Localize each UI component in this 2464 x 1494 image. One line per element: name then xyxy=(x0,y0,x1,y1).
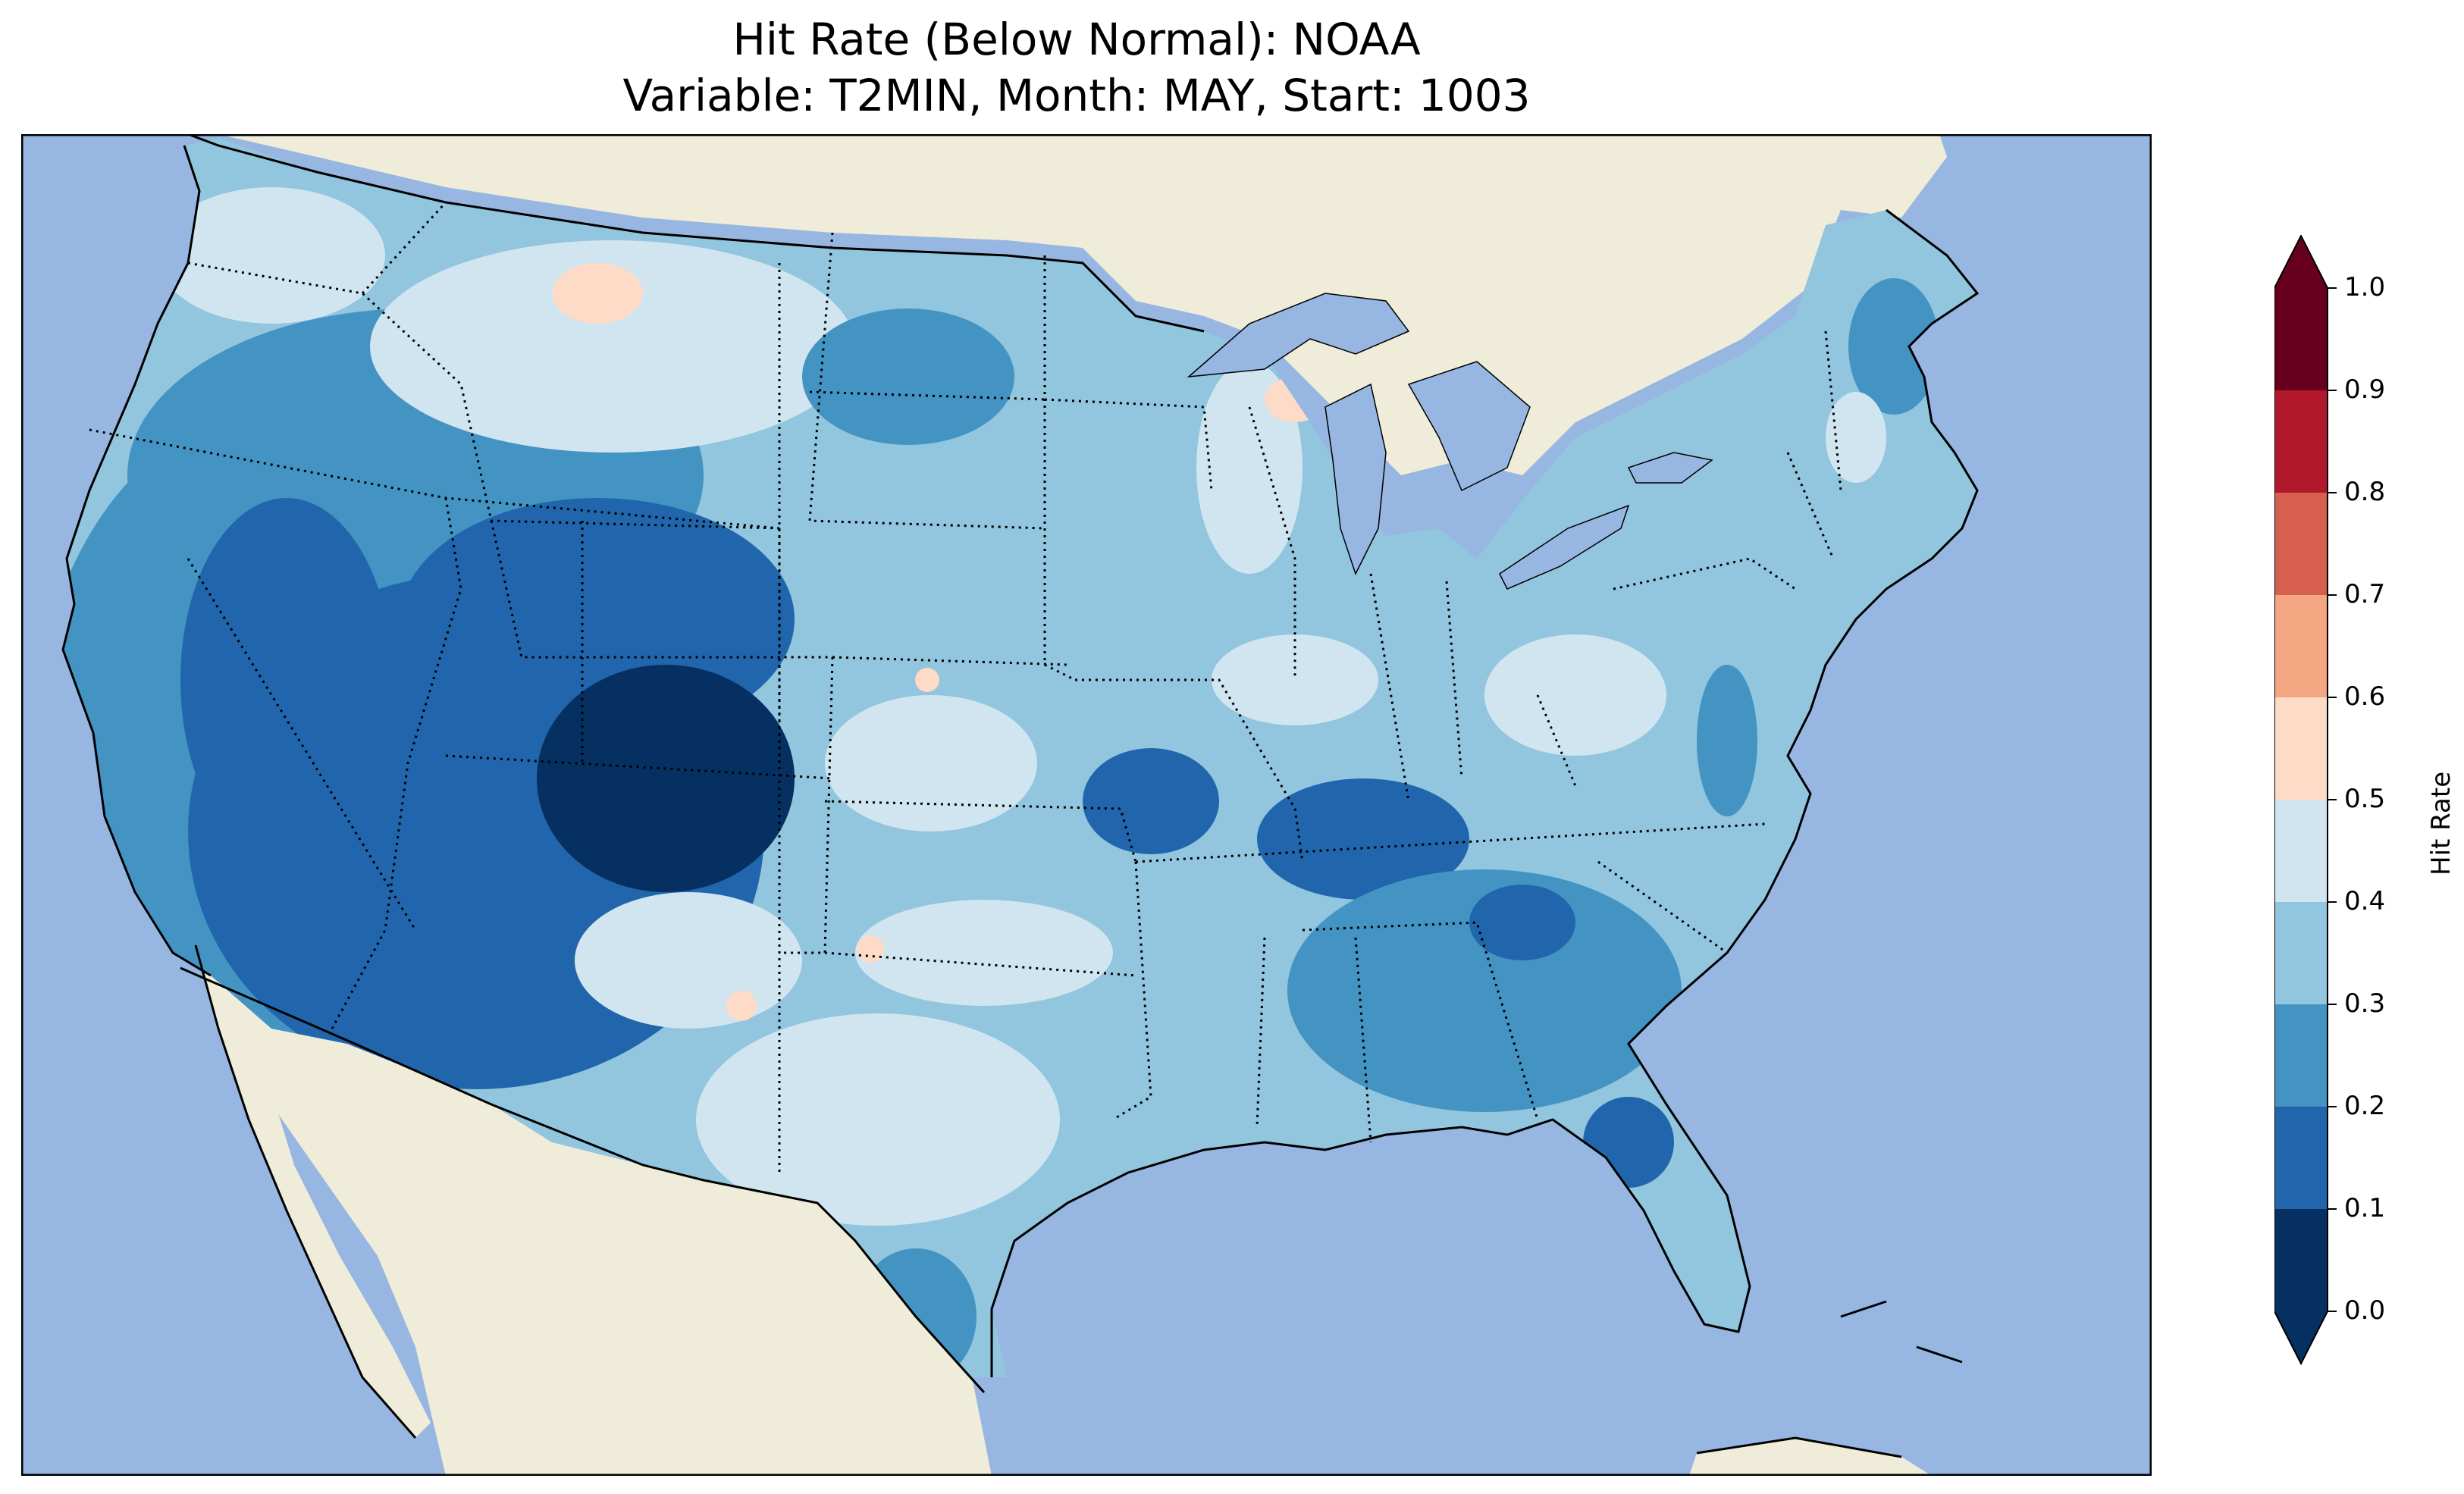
patch-georgia xyxy=(1469,885,1575,960)
patch-nevada xyxy=(180,498,393,862)
hit-rate-field xyxy=(63,187,1939,1377)
colorbar-tick-label: 0.0 xyxy=(2344,1295,2386,1326)
patch-colorado xyxy=(537,665,795,892)
colorbar-segment xyxy=(2274,1004,2328,1107)
mexico-land xyxy=(196,938,992,1476)
colorbar-segment xyxy=(2274,902,2328,1005)
colorbar-tick-label: 0.1 xyxy=(2344,1193,2386,1223)
patch-montana xyxy=(370,240,855,453)
colorbar-tick-label: 0.2 xyxy=(2344,1091,2386,1121)
patch-dakotas xyxy=(802,309,1014,445)
colorbar-segment xyxy=(2274,697,2328,800)
colorbar-segment xyxy=(2274,390,2328,493)
us-mexico-border xyxy=(180,966,986,1394)
lake-erie xyxy=(1499,504,1630,590)
colorbar xyxy=(2274,235,2337,1366)
hit-rate-map xyxy=(21,134,2152,1476)
colorbar-segment xyxy=(2274,1209,2328,1312)
cuba-land xyxy=(1689,1438,1932,1476)
map-frame xyxy=(21,134,2152,1476)
patch-texas xyxy=(696,1013,1060,1226)
patch-illinois xyxy=(1212,634,1378,725)
lake-superior xyxy=(1187,293,1410,377)
colorbar-tick-label: 1.0 xyxy=(2344,272,2386,302)
chart-title-line-2: Variable: T2MIN, Month: MAY, Start: 1003 xyxy=(622,70,1531,121)
patch-missouri xyxy=(1083,748,1219,854)
colorbar-label: Hit Rate xyxy=(2426,771,2456,875)
lake-huron xyxy=(1407,361,1531,492)
colorbar-tick-label: 0.9 xyxy=(2344,374,2386,405)
lake-ontario xyxy=(1627,452,1713,484)
patch-plains xyxy=(825,695,1037,832)
patch-oklahoma-warm xyxy=(857,935,884,963)
lake-michigan xyxy=(1324,383,1387,575)
patch-kentucky xyxy=(1257,778,1469,900)
colorbar-tick-label: 0.6 xyxy=(2344,681,2386,712)
state-borders xyxy=(89,201,1842,1173)
patch-kansas-warm xyxy=(915,668,939,692)
colorbar-segment xyxy=(2274,800,2328,903)
colorbar-under-extend xyxy=(2274,1311,2328,1364)
patch-maine xyxy=(1848,278,1939,415)
colorbar-segment xyxy=(2274,288,2328,391)
colorbar-segment xyxy=(2274,493,2328,596)
patch-new-england xyxy=(1826,392,1886,483)
colorbar-tick-label: 0.5 xyxy=(2344,784,2386,814)
patch-new-mexico xyxy=(575,892,802,1029)
colorbar-tick-label: 0.4 xyxy=(2344,886,2386,916)
colorbar-segment xyxy=(2274,595,2328,698)
colorbar-tick-label: 0.8 xyxy=(2344,477,2386,507)
coastlines xyxy=(61,145,1980,1458)
patch-ohio-valley xyxy=(1484,634,1666,756)
patch-new-mexico-warm xyxy=(726,991,757,1021)
patch-washington xyxy=(158,187,385,324)
colorbar-tick-label: 0.7 xyxy=(2344,579,2386,609)
great-lakes xyxy=(1187,293,1713,590)
colorbar-tick-label: 0.3 xyxy=(2344,988,2386,1019)
colorbar-over-extend xyxy=(2274,235,2328,288)
patch-southeast xyxy=(1287,869,1682,1112)
colorbar-segment xyxy=(2274,1107,2328,1210)
us-canada-border xyxy=(187,134,1205,333)
patch-virginia xyxy=(1697,665,1757,816)
patch-montana-warm xyxy=(552,263,643,324)
patch-oklahoma xyxy=(855,900,1113,1006)
chart-title-line-1: Hit Rate (Below Normal): NOAA xyxy=(732,14,1421,65)
baja-land xyxy=(196,945,431,1438)
